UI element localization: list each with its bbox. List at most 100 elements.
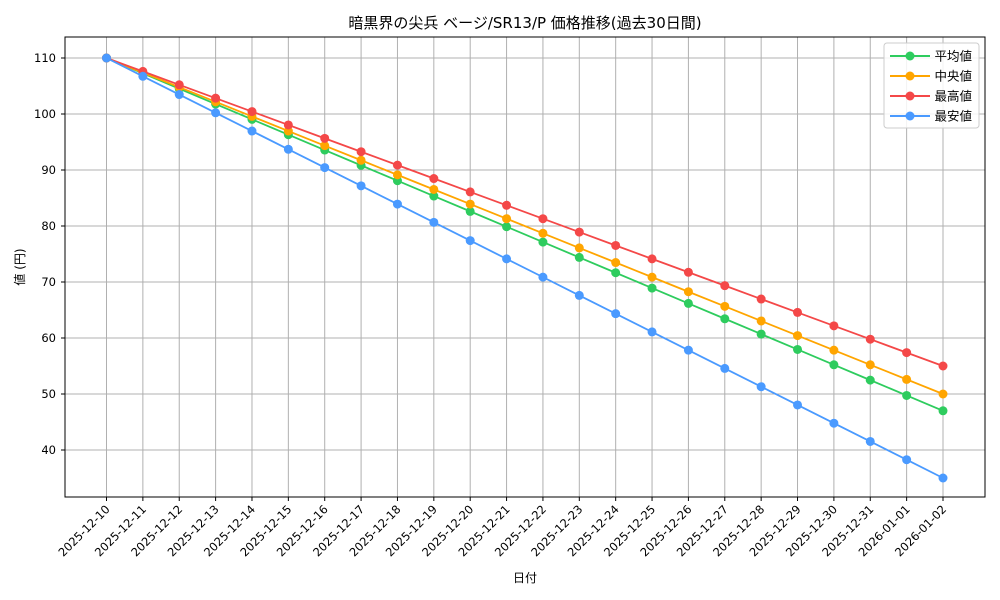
- data-point: [865, 360, 875, 370]
- data-point: [247, 126, 257, 136]
- legend-item: 最高値: [890, 89, 972, 104]
- data-point: [938, 406, 948, 416]
- data-point: [429, 217, 439, 227]
- legend-item: 最安値: [890, 109, 972, 124]
- data-point: [465, 199, 475, 209]
- y-axis-ticks: 40 50 60 70 80 90 100 110: [34, 51, 65, 457]
- data-point: [683, 287, 693, 297]
- data-point: [392, 160, 402, 170]
- y-axis-label: 値 (円): [12, 248, 27, 285]
- data-point: [865, 375, 875, 385]
- data-point: [720, 314, 730, 324]
- data-point: [720, 281, 730, 291]
- data-point: [829, 360, 839, 370]
- data-point: [502, 214, 512, 224]
- data-point: [211, 108, 221, 118]
- legend-label: 平均値: [934, 49, 972, 64]
- y-tick-label: 70: [41, 275, 56, 289]
- y-tick-label: 90: [41, 163, 56, 177]
- data-point: [793, 307, 803, 317]
- legend-label: 中央値: [934, 69, 972, 84]
- data-point: [647, 283, 657, 293]
- data-point: [392, 170, 402, 180]
- chart-title: 暗黒界の尖兵 ベージ/SR13/P 価格推移(過去30日間): [348, 14, 701, 32]
- legend-marker-icon: [905, 51, 915, 61]
- data-point: [756, 329, 766, 339]
- data-point: [683, 298, 693, 308]
- data-point: [829, 418, 839, 428]
- x-axis-label: 日付: [513, 571, 537, 585]
- legend-item: 中央値: [890, 69, 972, 84]
- data-point: [356, 181, 366, 191]
- data-point: [756, 316, 766, 326]
- data-point: [611, 268, 621, 278]
- legend-marker-icon: [905, 71, 915, 81]
- data-point: [429, 191, 439, 201]
- data-point: [538, 214, 548, 224]
- data-point: [320, 141, 330, 151]
- legend-label: 最安値: [934, 109, 972, 124]
- data-point: [647, 327, 657, 337]
- data-point: [756, 382, 766, 392]
- data-point: [247, 107, 257, 117]
- data-series: [102, 53, 948, 483]
- data-point: [611, 258, 621, 268]
- data-point: [938, 361, 948, 371]
- data-point: [902, 374, 912, 384]
- data-point: [502, 254, 512, 264]
- data-point: [465, 187, 475, 197]
- data-point: [174, 90, 184, 100]
- data-point: [574, 243, 584, 253]
- data-point: [211, 93, 221, 103]
- data-point: [829, 321, 839, 331]
- data-point: [574, 290, 584, 300]
- y-tick-label: 60: [41, 331, 56, 345]
- legend-label: 最高値: [934, 89, 972, 104]
- data-point: [865, 436, 875, 446]
- data-point: [356, 147, 366, 157]
- data-point: [720, 363, 730, 373]
- series-line: [102, 53, 948, 371]
- data-point: [902, 348, 912, 358]
- series-line: [102, 53, 948, 483]
- data-point: [429, 174, 439, 184]
- data-point: [793, 400, 803, 410]
- data-point: [902, 455, 912, 465]
- data-point: [938, 473, 948, 483]
- data-point: [138, 71, 148, 81]
- y-tick-label: 100: [34, 107, 56, 121]
- data-point: [465, 206, 475, 216]
- data-point: [429, 184, 439, 194]
- data-point: [538, 237, 548, 247]
- y-tick-label: 110: [34, 51, 56, 65]
- data-point: [538, 272, 548, 282]
- data-point: [611, 309, 621, 319]
- data-point: [283, 144, 293, 154]
- data-point: [647, 272, 657, 282]
- data-point: [611, 240, 621, 250]
- legend-box: [883, 42, 980, 129]
- data-point: [574, 252, 584, 262]
- legend-marker-icon: [905, 91, 915, 101]
- data-point: [647, 254, 657, 264]
- data-point: [756, 294, 766, 304]
- legend-item: 平均値: [890, 49, 972, 64]
- data-point: [502, 200, 512, 210]
- legend-marker-icon: [905, 111, 915, 121]
- data-point: [829, 345, 839, 355]
- x-axis-ticks: 2025-12-102025-12-112025-12-122025-12-13…: [55, 497, 949, 559]
- y-tick-label: 50: [41, 387, 56, 401]
- data-point: [283, 120, 293, 130]
- data-point: [392, 199, 402, 209]
- data-point: [902, 390, 912, 400]
- data-point: [793, 344, 803, 354]
- data-point: [465, 236, 475, 246]
- data-point: [356, 155, 366, 165]
- data-point: [720, 301, 730, 311]
- y-tick-label: 40: [41, 443, 56, 457]
- data-point: [538, 228, 548, 238]
- y-tick-label: 80: [41, 219, 56, 233]
- data-point: [793, 331, 803, 341]
